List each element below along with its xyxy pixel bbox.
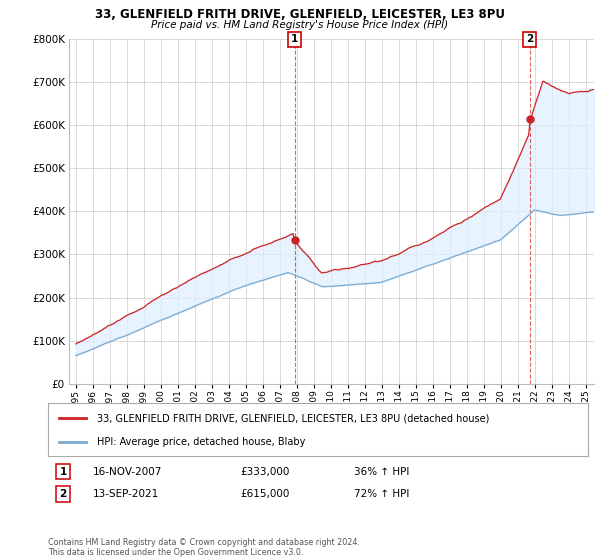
Text: Price paid vs. HM Land Registry's House Price Index (HPI): Price paid vs. HM Land Registry's House … xyxy=(151,20,449,30)
Text: 13-SEP-2021: 13-SEP-2021 xyxy=(93,489,159,499)
Text: 2: 2 xyxy=(526,34,533,44)
Text: 1: 1 xyxy=(59,466,67,477)
Text: 33, GLENFIELD FRITH DRIVE, GLENFIELD, LEICESTER, LE3 8PU (detached house): 33, GLENFIELD FRITH DRIVE, GLENFIELD, LE… xyxy=(97,413,489,423)
Text: 36% ↑ HPI: 36% ↑ HPI xyxy=(354,466,409,477)
Text: Contains HM Land Registry data © Crown copyright and database right 2024.
This d: Contains HM Land Registry data © Crown c… xyxy=(48,538,360,557)
Text: £615,000: £615,000 xyxy=(240,489,289,499)
Text: HPI: Average price, detached house, Blaby: HPI: Average price, detached house, Blab… xyxy=(97,436,305,446)
Text: 16-NOV-2007: 16-NOV-2007 xyxy=(93,466,163,477)
Text: 2: 2 xyxy=(59,489,67,499)
Text: 72% ↑ HPI: 72% ↑ HPI xyxy=(354,489,409,499)
Text: 1: 1 xyxy=(291,34,298,44)
Text: £333,000: £333,000 xyxy=(240,466,289,477)
Text: 33, GLENFIELD FRITH DRIVE, GLENFIELD, LEICESTER, LE3 8PU: 33, GLENFIELD FRITH DRIVE, GLENFIELD, LE… xyxy=(95,8,505,21)
